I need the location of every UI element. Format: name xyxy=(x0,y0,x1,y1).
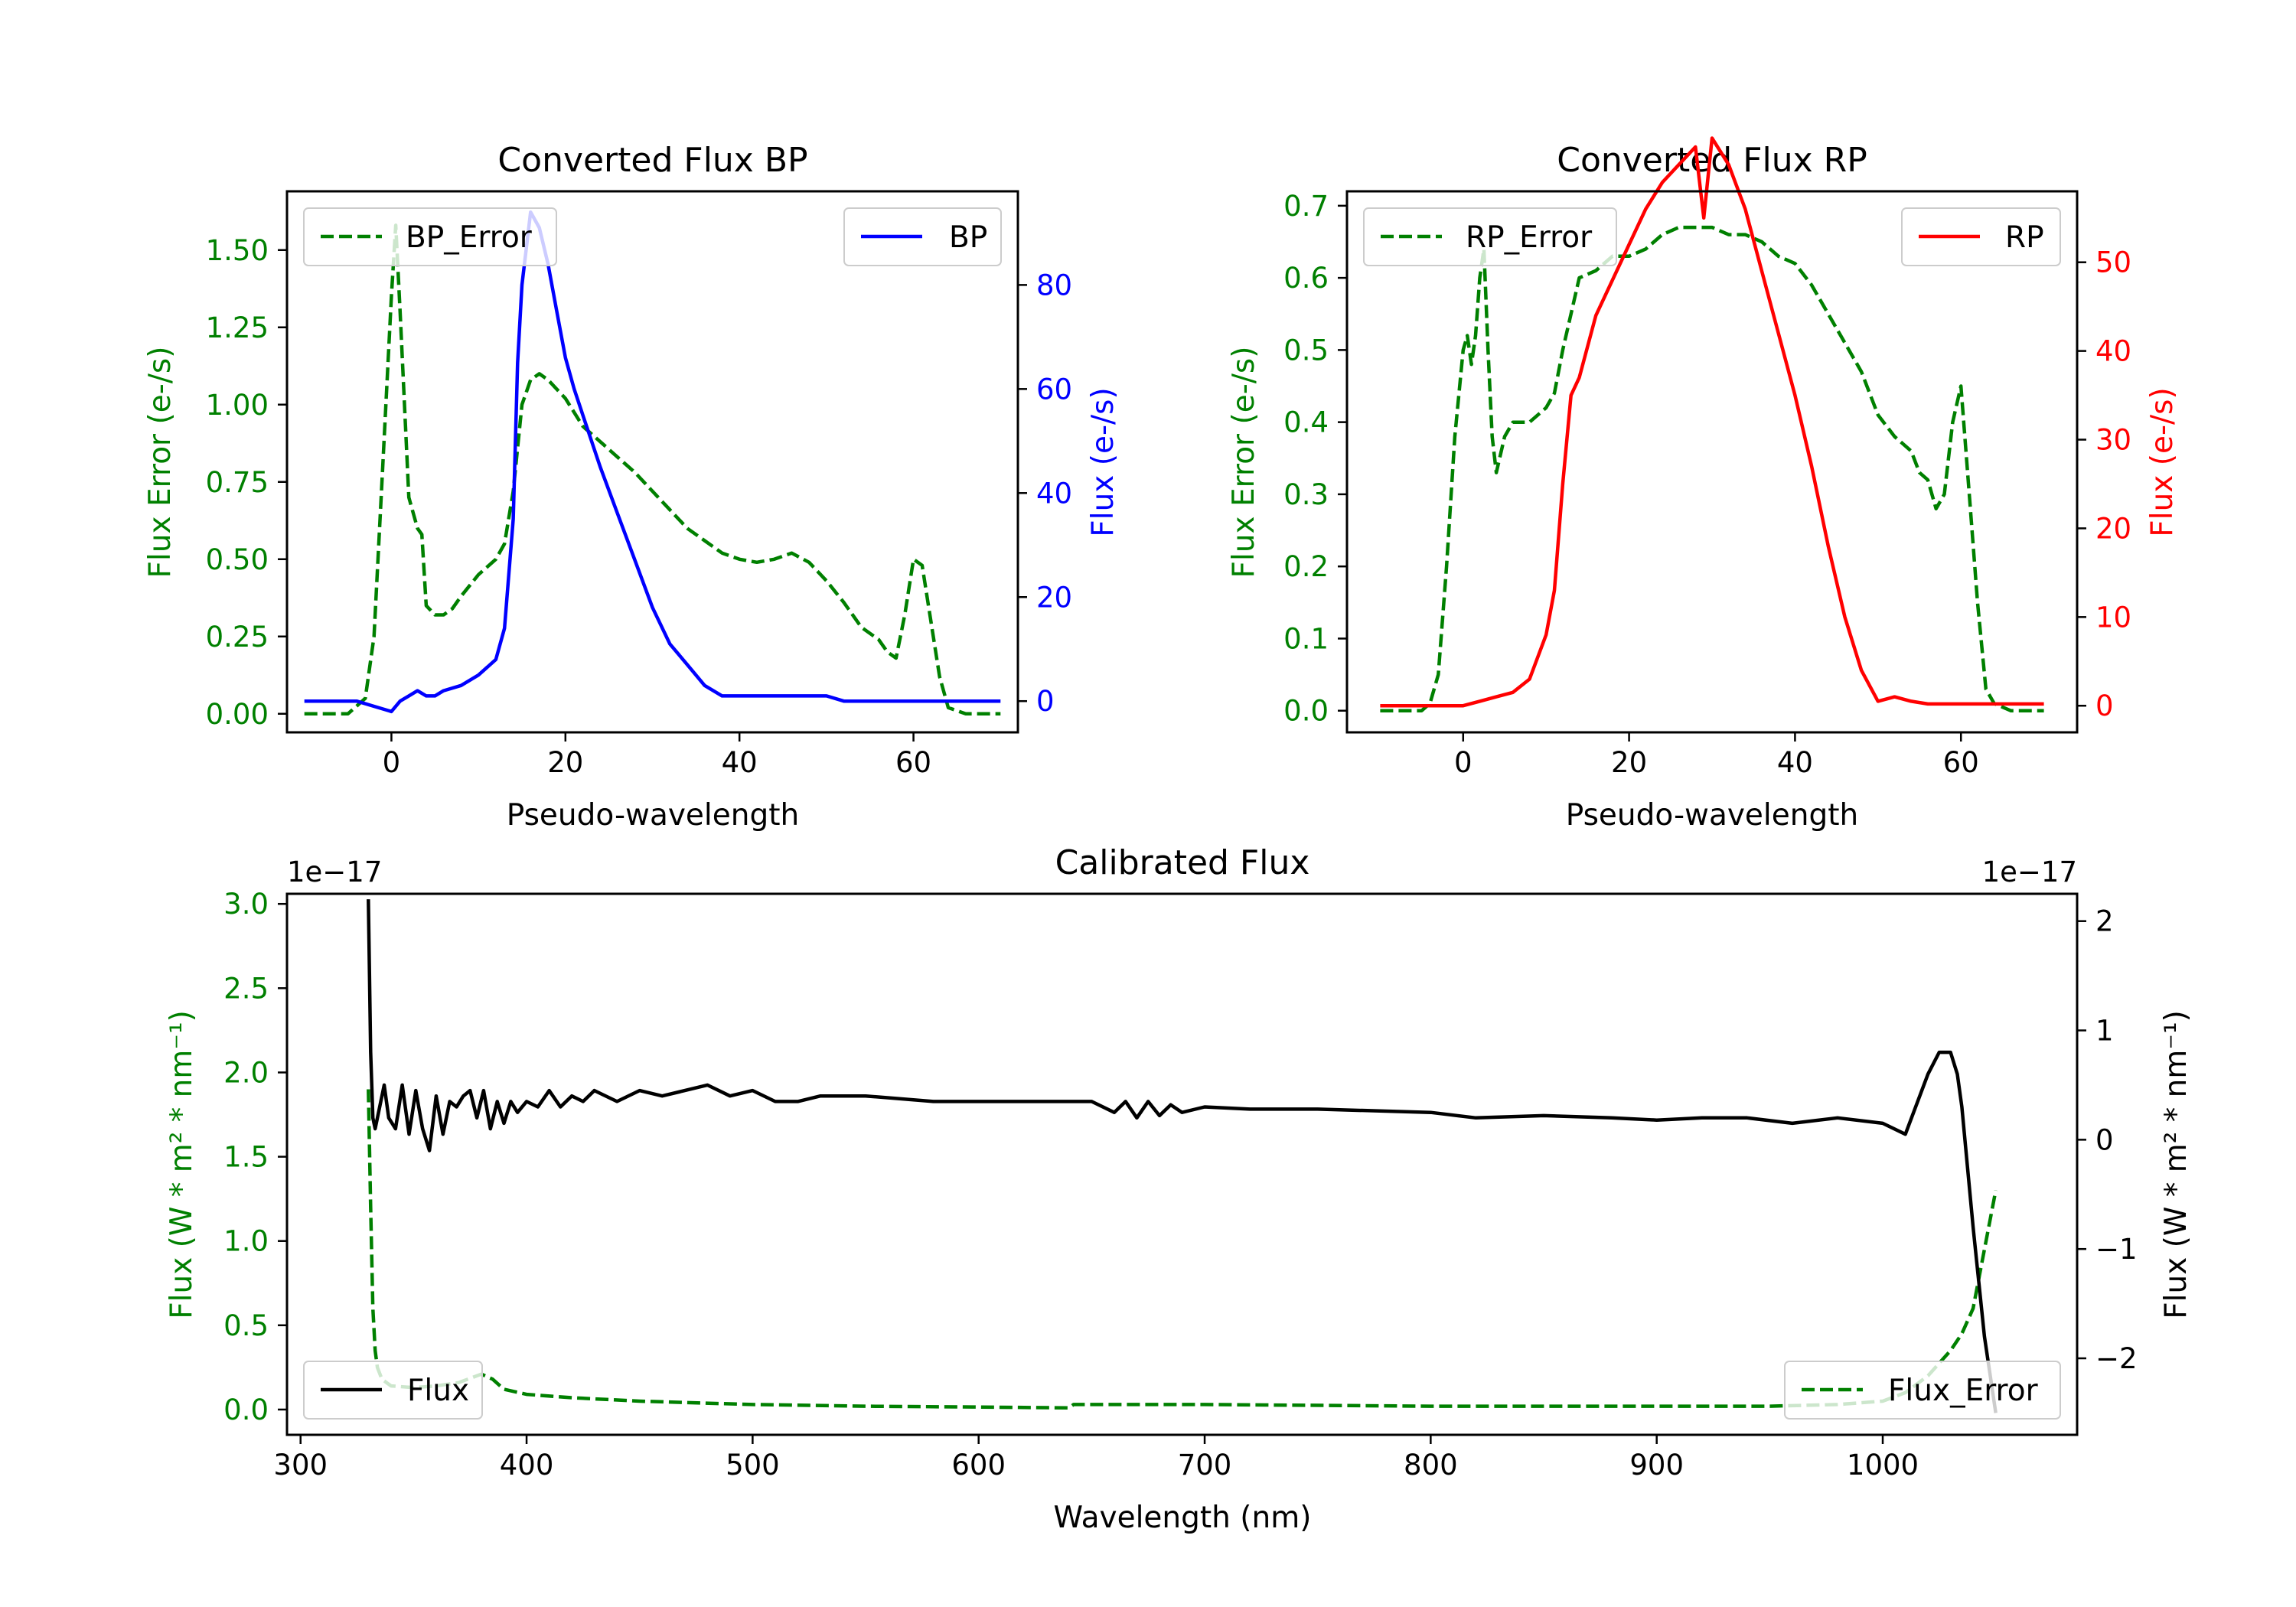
y-tick-label-left: 1.00 xyxy=(206,389,269,422)
y-axis-label-right: Flux (W * m² * nm⁻¹) xyxy=(2159,1010,2193,1319)
y-tick-label-left: 0.75 xyxy=(206,466,269,499)
y-axis-label-left: Flux Error (e-/s) xyxy=(1227,347,1261,579)
x-axis-label: Wavelength (nm) xyxy=(1054,1501,1312,1535)
y-tick-label-left: 2.5 xyxy=(223,972,269,1005)
y-axis-label-right: Flux (e-/s) xyxy=(2145,387,2180,536)
legend-label-rp-error: RP_Error xyxy=(1466,220,1593,255)
y-tick-label-right: 0 xyxy=(2095,689,2114,722)
legend-right: Flux_Error xyxy=(1784,1361,2061,1420)
x-axis-label: Pseudo-wavelength xyxy=(507,798,799,833)
y-tick-label-left: 1.0 xyxy=(223,1225,269,1258)
legend-label-bp: BP xyxy=(949,220,987,255)
series-line-bp-error xyxy=(304,223,1001,716)
x-tick-label: 60 xyxy=(1943,746,1979,779)
legend-label-flux-error: Flux_Error xyxy=(1888,1374,2039,1408)
x-tick-label: 1000 xyxy=(1847,1449,1919,1482)
y-tick-label-right: 40 xyxy=(1036,477,1072,510)
y-tick-label-left: 1.5 xyxy=(223,1141,269,1174)
y-tick-label-right: −2 xyxy=(2095,1342,2138,1375)
x-tick-label: 0 xyxy=(1454,746,1473,779)
y-tick-label-right: 2 xyxy=(2095,905,2114,938)
y-tick-label-right: 50 xyxy=(2095,246,2131,279)
plot-frame xyxy=(285,190,1019,734)
y-axis-label-left: Flux Error (e-/s) xyxy=(143,347,178,579)
y-tick-label-right: 30 xyxy=(2095,424,2131,457)
x-tick-label: 500 xyxy=(726,1449,780,1482)
x-tick-label: 60 xyxy=(895,746,931,779)
y-tick-label-left: 0.50 xyxy=(206,543,269,576)
series-line-flux xyxy=(367,899,1998,1413)
legend-label-flux: Flux xyxy=(407,1374,469,1408)
x-axis-label: Pseudo-wavelength xyxy=(1566,798,1858,833)
chart-title: Calibrated Flux xyxy=(1055,843,1310,882)
legend-right: BP xyxy=(843,207,1002,266)
y-tick-label-left: 0.0 xyxy=(223,1393,269,1426)
x-tick-label: 0 xyxy=(383,746,401,779)
y-tick-label-left: 0.3 xyxy=(1283,478,1329,511)
legend-frame xyxy=(1784,1361,2061,1420)
x-tick-label: 900 xyxy=(1629,1449,1684,1482)
offset-text-right: 1e−17 xyxy=(1982,856,2077,888)
y-tick-label-left: 1.50 xyxy=(206,234,269,267)
x-tick-label: 40 xyxy=(722,746,758,779)
y-tick-label-right: 20 xyxy=(1036,581,1072,614)
y-tick-label-left: 0.6 xyxy=(1283,262,1329,295)
legend-left: Flux xyxy=(303,1361,483,1420)
y-tick-label-right: 60 xyxy=(1036,373,1072,406)
y-tick-label-right: 80 xyxy=(1036,269,1072,302)
y-tick-label-left: 0.1 xyxy=(1283,622,1329,655)
legend-label-bp-error: BP_Error xyxy=(406,220,533,255)
legend-left: BP_Error xyxy=(303,207,557,266)
x-tick-label: 20 xyxy=(547,746,583,779)
y-axis-label-right: Flux (e-/s) xyxy=(1086,387,1120,536)
y-tick-label-left: 1.25 xyxy=(206,311,269,344)
legend-frame xyxy=(843,207,1002,266)
plot-frame xyxy=(285,892,2079,1436)
y-tick-label-left: 0.5 xyxy=(223,1309,269,1342)
y-tick-label-right: 10 xyxy=(2095,601,2131,634)
plot-frame xyxy=(1345,190,2079,734)
y-axis-label-left: Flux (W * m² * nm⁻¹) xyxy=(165,1010,199,1319)
y-tick-label-right: −1 xyxy=(2095,1233,2138,1266)
series-line-rp xyxy=(1380,136,2044,708)
x-tick-label: 700 xyxy=(1178,1449,1232,1482)
y-tick-label-left: 0.4 xyxy=(1283,406,1329,439)
y-tick-label-right: 0 xyxy=(2095,1123,2114,1156)
legend-frame xyxy=(1901,207,2061,266)
legend-frame xyxy=(303,1361,483,1420)
y-tick-label-left: 0.5 xyxy=(1283,334,1329,367)
legend-frame xyxy=(1363,207,1617,266)
x-tick-label: 800 xyxy=(1404,1449,1458,1482)
x-tick-label: 40 xyxy=(1777,746,1813,779)
y-tick-label-right: 20 xyxy=(2095,512,2131,545)
series-line-rp-error xyxy=(1380,225,2044,712)
y-tick-label-right: 1 xyxy=(2095,1015,2114,1048)
y-tick-label-left: 2.0 xyxy=(223,1056,269,1089)
chart-rp: Converted Flux RP 0 20 40 600.00.10.20.30.4… xyxy=(1227,136,2180,833)
chart-title: Converted Flux BP xyxy=(497,141,807,180)
x-tick-label: 20 xyxy=(1611,746,1647,779)
y-tick-label-left: 0.00 xyxy=(206,698,269,731)
x-tick-label: 600 xyxy=(951,1449,1006,1482)
y-tick-label-left: 0.0 xyxy=(1283,695,1329,728)
chart-calibrated: Calibrated Flux 300 400 500 600 700 800 900 100… xyxy=(165,843,2193,1535)
series-line-bp xyxy=(304,210,1001,714)
y-tick-label-right: 0 xyxy=(1036,685,1055,718)
y-tick-label-right: 40 xyxy=(2095,335,2131,368)
x-tick-label: 400 xyxy=(500,1449,554,1482)
y-tick-label-left: 0.2 xyxy=(1283,550,1329,583)
x-tick-label: 300 xyxy=(273,1449,328,1482)
chart-bp: Converted Flux BP 0 20 40 60 0.00 0.25 0.50 0.7… xyxy=(143,141,1120,833)
offset-text-left: 1e−17 xyxy=(287,856,382,888)
y-tick-label-left: 0.25 xyxy=(206,621,269,654)
y-tick-label-left: 0.7 xyxy=(1283,190,1329,223)
y-tick-label-left: 3.0 xyxy=(223,888,269,921)
legend-left: RP_Error xyxy=(1363,207,1617,266)
legend-right: RP xyxy=(1901,207,2061,266)
legend-frame xyxy=(303,207,557,266)
legend-label-rp: RP xyxy=(2005,220,2044,255)
